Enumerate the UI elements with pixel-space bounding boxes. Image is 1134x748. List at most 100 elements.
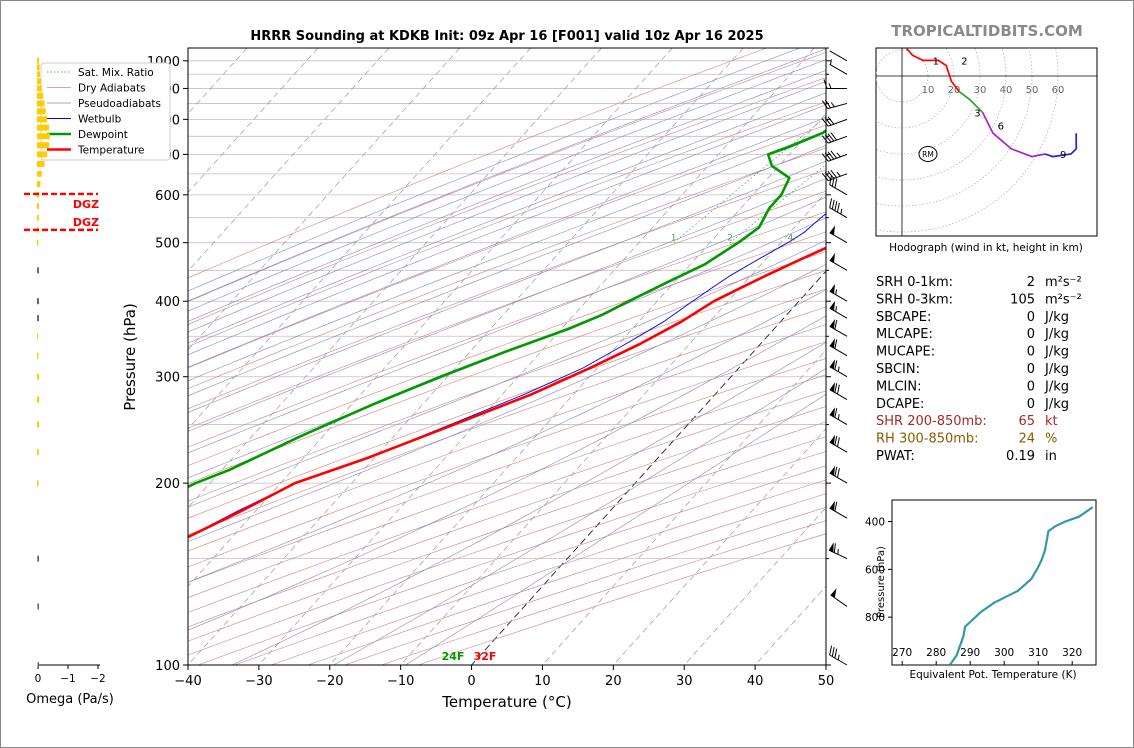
hodograph-ring-label: 60 [1052, 85, 1065, 96]
skewt-y-tick-label: 600 [155, 189, 180, 204]
index-value: 65 [1018, 414, 1035, 429]
wind-barb-flag [829, 407, 836, 418]
wind-barb-full [824, 134, 832, 143]
index-value: 0 [1027, 327, 1035, 342]
wind-barb-shaft [827, 102, 848, 110]
index-row: SBCAPE: 0 J/kg [876, 310, 1069, 325]
isotherm-line [188, 48, 602, 508]
skewt-profiles [188, 129, 826, 539]
wind-barb-full [830, 169, 838, 178]
wind-barb-shaft [829, 290, 848, 302]
wind-barb-flag [829, 338, 836, 349]
hodograph-height-label: 9 [1060, 150, 1066, 161]
omega-bar [37, 373, 40, 380]
wind-barb [828, 542, 848, 560]
skewt-y-tick-label: 200 [155, 477, 180, 492]
wind-barb [830, 588, 848, 607]
wind-barb-full [834, 339, 838, 349]
skewt-y-tick-label: 400 [155, 295, 180, 310]
isotherm-line [329, 113, 826, 665]
pseudoadiabat-line [188, 144, 826, 397]
wind-barb-flag [829, 382, 836, 393]
index-row: RH 300-850mb: 24% [876, 432, 1057, 447]
dry-adiabat-line [188, 341, 826, 568]
skewt-plot-frame [187, 47, 827, 666]
omega-bar [37, 92, 44, 99]
theta-e-y-axis-label: Pressure (hPa) [876, 546, 887, 618]
hodograph-trace [1044, 133, 1078, 158]
wind-barb-full [831, 199, 835, 210]
omega-x-tick-label: 0 [35, 673, 42, 685]
skewt-y-axis-label: Pressure (hPa) [121, 303, 139, 411]
index-unit: m²s⁻² [1045, 292, 1082, 307]
pseudoadiabat-line [188, 81, 826, 333]
pseudoadiabat-line [188, 70, 826, 322]
wind-barb-shaft [829, 50, 848, 62]
legend-entry: Dry Adiabats [78, 83, 146, 95]
omega-bar [37, 78, 41, 85]
omega-x-tick-label: −1 [60, 673, 75, 685]
dry-adiabat-line [188, 190, 826, 429]
wind-barb-full [829, 198, 833, 208]
theta-e-y-tick-label: 400 [865, 517, 885, 529]
omega-bar [37, 116, 48, 123]
theta-e-y-tick-label: 600 [865, 564, 885, 576]
wind-barb-half [835, 306, 838, 312]
wind-barb-flag [829, 359, 836, 370]
wind-barb-flag [829, 500, 836, 511]
wind-barb [821, 132, 848, 144]
mixing-ratio-line [673, 115, 826, 244]
index-row: MLCIN: 0 J/kg [876, 379, 1069, 394]
hodograph-height-label: 3 [974, 108, 980, 119]
storm-motion-circle [918, 146, 938, 162]
pseudoadiabat-line [333, 368, 826, 665]
dgz-label: DGZ [73, 216, 99, 229]
omega-bar [37, 151, 48, 158]
index-label: PWAT: [876, 449, 915, 464]
omega-bar [37, 142, 49, 149]
wind-barb-full [834, 319, 838, 330]
wind-barb [829, 434, 848, 453]
dry-adiabat-line [188, 358, 826, 583]
omega-bar [37, 662, 39, 668]
wind-barb [821, 116, 848, 127]
isotherm-line [188, 48, 673, 587]
legend-entry: Sat. Mix. Ratio [78, 67, 154, 79]
dewpoint-profile-line [188, 129, 826, 489]
wind-barbs [821, 50, 848, 666]
wind-barb-shaft [829, 389, 848, 400]
index-label: SRH 0-1km: [876, 275, 953, 290]
legend-entry: Dewpoint [78, 129, 128, 141]
wind-barb-shaft [829, 307, 848, 319]
omega-axis-label: Omega (Pa/s) [26, 692, 114, 707]
pseudoadiabat-line [405, 393, 826, 665]
index-unit: J/kg [1044, 327, 1069, 342]
omega-bar [37, 124, 49, 131]
wind-barb-half [837, 654, 840, 661]
wind-barb-half [835, 289, 838, 295]
surface-temperature-label: 32F [474, 650, 497, 663]
skewt-legend: Sat. Mix. Ratio Dry Adiabats Pseudoadiab… [40, 62, 171, 161]
wind-barb-full [829, 645, 833, 656]
wind-barb-shaft [829, 366, 848, 378]
pseudoadiabat-line [188, 117, 826, 368]
theta-e-x-tick-label: 280 [926, 647, 946, 659]
index-value: 0 [1027, 310, 1035, 325]
index-unit: m²s⁻² [1045, 275, 1082, 290]
wind-barb [829, 359, 848, 378]
wind-barb-full [834, 383, 838, 393]
skewt-x-tick-label: 0 [467, 674, 475, 689]
index-unit: J/kg [1044, 397, 1069, 412]
skewt-y-tick-label: 300 [155, 371, 180, 386]
index-value: 0 [1027, 362, 1035, 377]
pseudoadiabat-line [188, 264, 826, 542]
skewt-x-tick-label: 30 [676, 674, 693, 689]
theta-e-profile-line [948, 506, 1094, 665]
wind-barb-flag [830, 588, 837, 598]
wind-barb-shaft [828, 135, 848, 144]
index-value: 0.19 [1006, 449, 1035, 464]
index-value: 0 [1027, 379, 1035, 394]
pseudoadiabat-line [188, 177, 826, 432]
wind-barb-shaft [829, 232, 848, 244]
dry-adiabat-line [188, 169, 826, 410]
